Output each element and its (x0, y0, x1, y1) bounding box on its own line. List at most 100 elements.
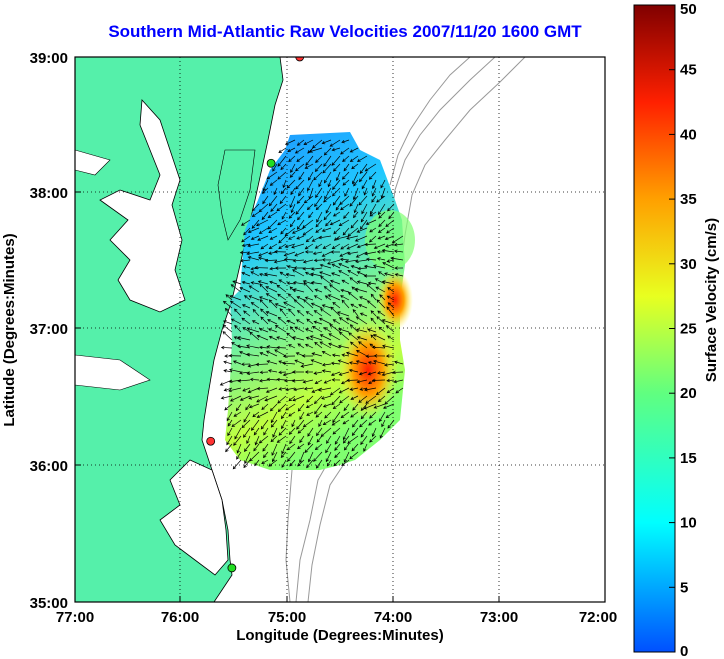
velocity-arrow (329, 279, 341, 285)
velocity-arrow (341, 299, 350, 309)
velocity-arrow (278, 387, 287, 391)
velocity-arrow (365, 219, 377, 225)
velocity-arrow (319, 334, 332, 341)
velocity-arrow (244, 451, 251, 465)
velocity-arrow (268, 335, 278, 341)
velocity-arrow (369, 435, 377, 443)
velocity-arrow (228, 368, 242, 373)
velocity-arrow (340, 295, 350, 301)
velocity-arrow (287, 451, 296, 462)
velocity-arrow (318, 387, 332, 392)
velocity-arrow (297, 211, 305, 221)
x-tick-label: 72:00 (579, 609, 617, 626)
velocity-arrow (358, 371, 368, 376)
velocity-arrow (345, 351, 359, 357)
velocity-arrow (252, 411, 260, 418)
velocity-arrow (312, 251, 323, 255)
velocity-arrow (308, 211, 314, 219)
velocity-arrow (356, 280, 368, 285)
velocity-arrow (251, 211, 260, 217)
velocity-arrow (288, 395, 296, 402)
velocity-arrow (379, 294, 386, 301)
velocity-arrow (285, 273, 296, 277)
velocity-arrow (281, 211, 287, 220)
velocity-arrow (279, 195, 287, 205)
velocity-arrow (365, 395, 377, 404)
velocity-arrow (261, 459, 269, 465)
velocity-arrow (305, 403, 314, 409)
velocity-arrow (318, 419, 323, 428)
velocity-arrow (380, 179, 386, 189)
velocity-arrow (303, 299, 314, 309)
velocity-arrow (360, 435, 368, 446)
velocity-arrow (349, 387, 359, 391)
velocity-arrow (316, 427, 323, 437)
velocity-arrow (304, 296, 314, 301)
velocity-arrow (360, 427, 368, 438)
velocity-arrow (373, 243, 386, 250)
velocity-arrow (307, 147, 314, 154)
velocity-arrow (328, 333, 341, 341)
station-marker (295, 57, 305, 62)
velocity-arrow (316, 211, 323, 223)
velocity-arrow (310, 302, 323, 309)
velocity-arrow (258, 203, 269, 213)
velocity-arrow (274, 266, 287, 270)
velocity-arrow (370, 317, 377, 325)
velocity-arrow (260, 419, 269, 430)
velocity-arrow (283, 251, 296, 257)
velocity-arrow (279, 271, 287, 277)
velocity-arrow (315, 411, 323, 418)
velocity-arrow (282, 354, 296, 358)
velocity-arrow (313, 171, 323, 181)
velocity-arrow (314, 195, 323, 208)
velocity-arrow (258, 345, 269, 350)
velocity-arrow (244, 443, 251, 452)
velocity-arrow (366, 283, 377, 293)
velocity-arrow (347, 291, 359, 301)
velocity-arrow (278, 360, 287, 365)
velocity-arrow (382, 403, 395, 409)
velocity-arrow (250, 302, 260, 309)
velocity-arrow (298, 187, 305, 197)
velocity-arrow (296, 195, 305, 204)
velocity-arrow (363, 443, 368, 452)
velocity-arrow (307, 179, 314, 192)
velocity-arrow (236, 443, 242, 454)
velocity-arrow (254, 265, 269, 270)
velocity-arrow (224, 307, 233, 317)
velocity-arrow (236, 344, 251, 349)
velocity-arrow (281, 443, 287, 455)
velocity-arrow (288, 155, 296, 163)
x-tick-label: 73:00 (480, 609, 518, 626)
velocity-arrow (292, 336, 305, 341)
velocity-arrow (352, 419, 359, 428)
colorbar-tick-label: 40 (680, 126, 697, 143)
velocity-arrow (291, 243, 305, 249)
velocity-arrow (318, 179, 323, 188)
velocity-arrow (376, 195, 386, 203)
velocity-arrow (314, 288, 323, 293)
velocity-arrow (223, 360, 233, 365)
velocity-arrow (344, 187, 350, 197)
x-axis-label: Longitude (Degrees:Minutes) (236, 627, 444, 644)
velocity-arrow (387, 302, 395, 309)
velocity-arrow (323, 286, 332, 293)
station-marker (206, 436, 216, 446)
velocity-arrow (355, 328, 368, 333)
velocity-arrow (309, 147, 323, 153)
velocity-arrow (255, 362, 269, 367)
velocity-arrow (361, 203, 368, 215)
velocity-arrow (284, 139, 296, 145)
velocity-arrow (385, 325, 395, 333)
velocity-arrow (368, 419, 377, 426)
colorbar-tick-label: 0 (680, 643, 688, 659)
velocity-arrow (274, 303, 287, 309)
velocity-arrow (234, 324, 242, 333)
velocity-arrow (332, 411, 341, 423)
velocity-arrow (343, 403, 350, 412)
velocity-arrow (289, 219, 296, 228)
velocity-arrow (267, 328, 278, 333)
velocity-arrow (369, 211, 377, 217)
